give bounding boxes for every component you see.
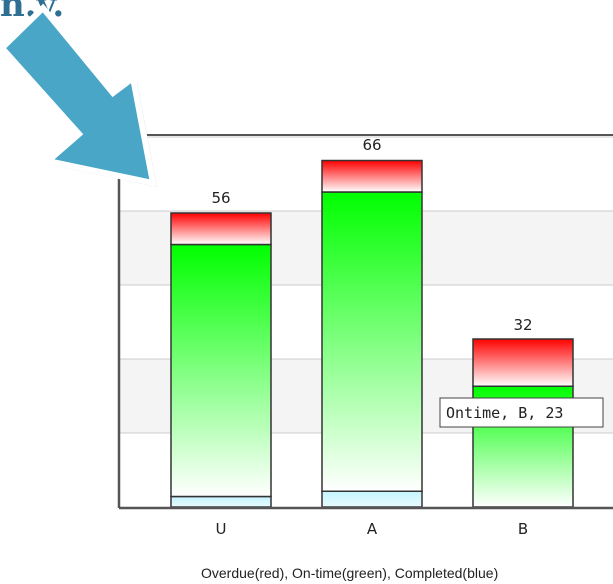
bar-overdue-b[interactable]: [472, 338, 574, 387]
total-label-u: 56: [211, 189, 230, 207]
tooltip-text: Ontime, B, 23: [446, 404, 563, 422]
bar-overdue-u[interactable]: [170, 212, 272, 246]
bar-ontime-u[interactable]: [170, 243, 272, 498]
plot-area: [117, 134, 613, 510]
bar-completed-a[interactable]: [321, 490, 423, 508]
bar-ontime-a[interactable]: [321, 191, 423, 492]
chart-caption: Overdue(red), On-time(green), Completed(…: [201, 565, 498, 581]
bar-overdue-a[interactable]: [321, 159, 423, 193]
x-tick-labels: U A B: [216, 520, 529, 538]
x-tick-label-u: U: [216, 520, 227, 538]
total-labels: 56 66 32: [211, 136, 532, 334]
x-tick-label-a: A: [367, 520, 378, 538]
bar-completed-u[interactable]: [170, 495, 272, 508]
tooltip: Ontime, B, 23: [439, 397, 604, 428]
bars: [170, 159, 574, 508]
tooltip-box: [439, 397, 604, 428]
total-label-b: 32: [513, 316, 532, 334]
x-tick-label-b: B: [518, 520, 528, 538]
pointer-arrow-icon: [0, 3, 157, 187]
total-label-a: 66: [362, 136, 381, 154]
